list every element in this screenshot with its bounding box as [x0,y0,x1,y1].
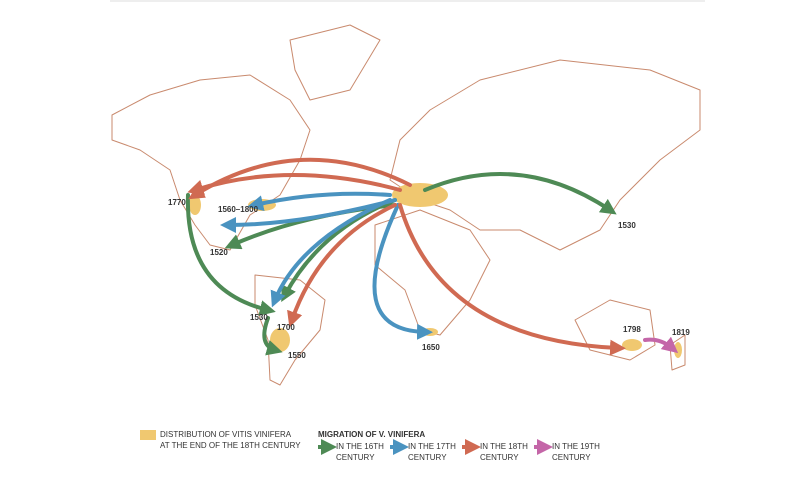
vine-region [622,339,642,351]
legend-text: IN THE 17TH [408,442,456,451]
north-america [111,74,311,251]
arrow-19th [643,336,679,354]
year-label: 1520 [210,248,228,257]
vine-region [392,183,448,207]
year-label: 1650 [422,343,440,352]
land [111,24,701,386]
arrow-16th [262,316,283,356]
legend-text: IN THE 16TH [336,442,384,451]
legend-swatch [140,430,156,440]
legend-title: MIGRATION OF V. VINIFERA [318,430,425,439]
legend-text: IN THE 19TH [552,442,600,451]
arrow-18th [188,157,412,200]
year-label: 1560–1800 [218,205,259,214]
australia [574,299,656,361]
legend-text: IN THE 18TH [480,442,528,451]
arrow-17th [270,198,392,308]
legend: DISTRIBUTION OF VITIS VINIFERA AT THE EN… [140,430,600,462]
year-label: 1530 [618,221,636,230]
legend-text: CENTURY [408,453,447,462]
vine-region [189,195,201,215]
legend-text: CENTURY [480,453,519,462]
arrow-17th [372,203,433,340]
south-america [254,274,326,386]
legend-text: CENTURY [552,453,591,462]
year-label: 1530 [250,313,268,322]
year-label: 1819 [672,328,690,337]
arrow-18th [398,203,626,356]
arrow-17th [247,191,392,211]
new-zealand [669,334,686,371]
year-labels: 1770 1560–1800 1520 1530 1700 1550 1650 1798 181… [168,198,690,360]
arrow-16th [185,193,276,316]
legend-text: CENTURY [336,453,375,462]
arrow-18th [287,203,397,328]
year-label: 1700 [277,323,295,332]
arrows [185,157,679,356]
legend-text: AT THE END OF THE 18TH CENTURY [160,441,301,450]
arrow-18th [187,173,402,196]
vine-region [674,342,682,358]
eurasia [389,59,701,251]
year-label: 1770 [168,198,186,207]
africa [374,209,491,336]
arrow-17th [220,198,397,233]
year-label: 1550 [288,351,306,360]
legend-text: DISTRIBUTION OF VITIS VINIFERA [160,430,292,439]
greenland [289,24,381,101]
arrow-16th [423,172,617,215]
year-label: 1798 [623,325,641,334]
